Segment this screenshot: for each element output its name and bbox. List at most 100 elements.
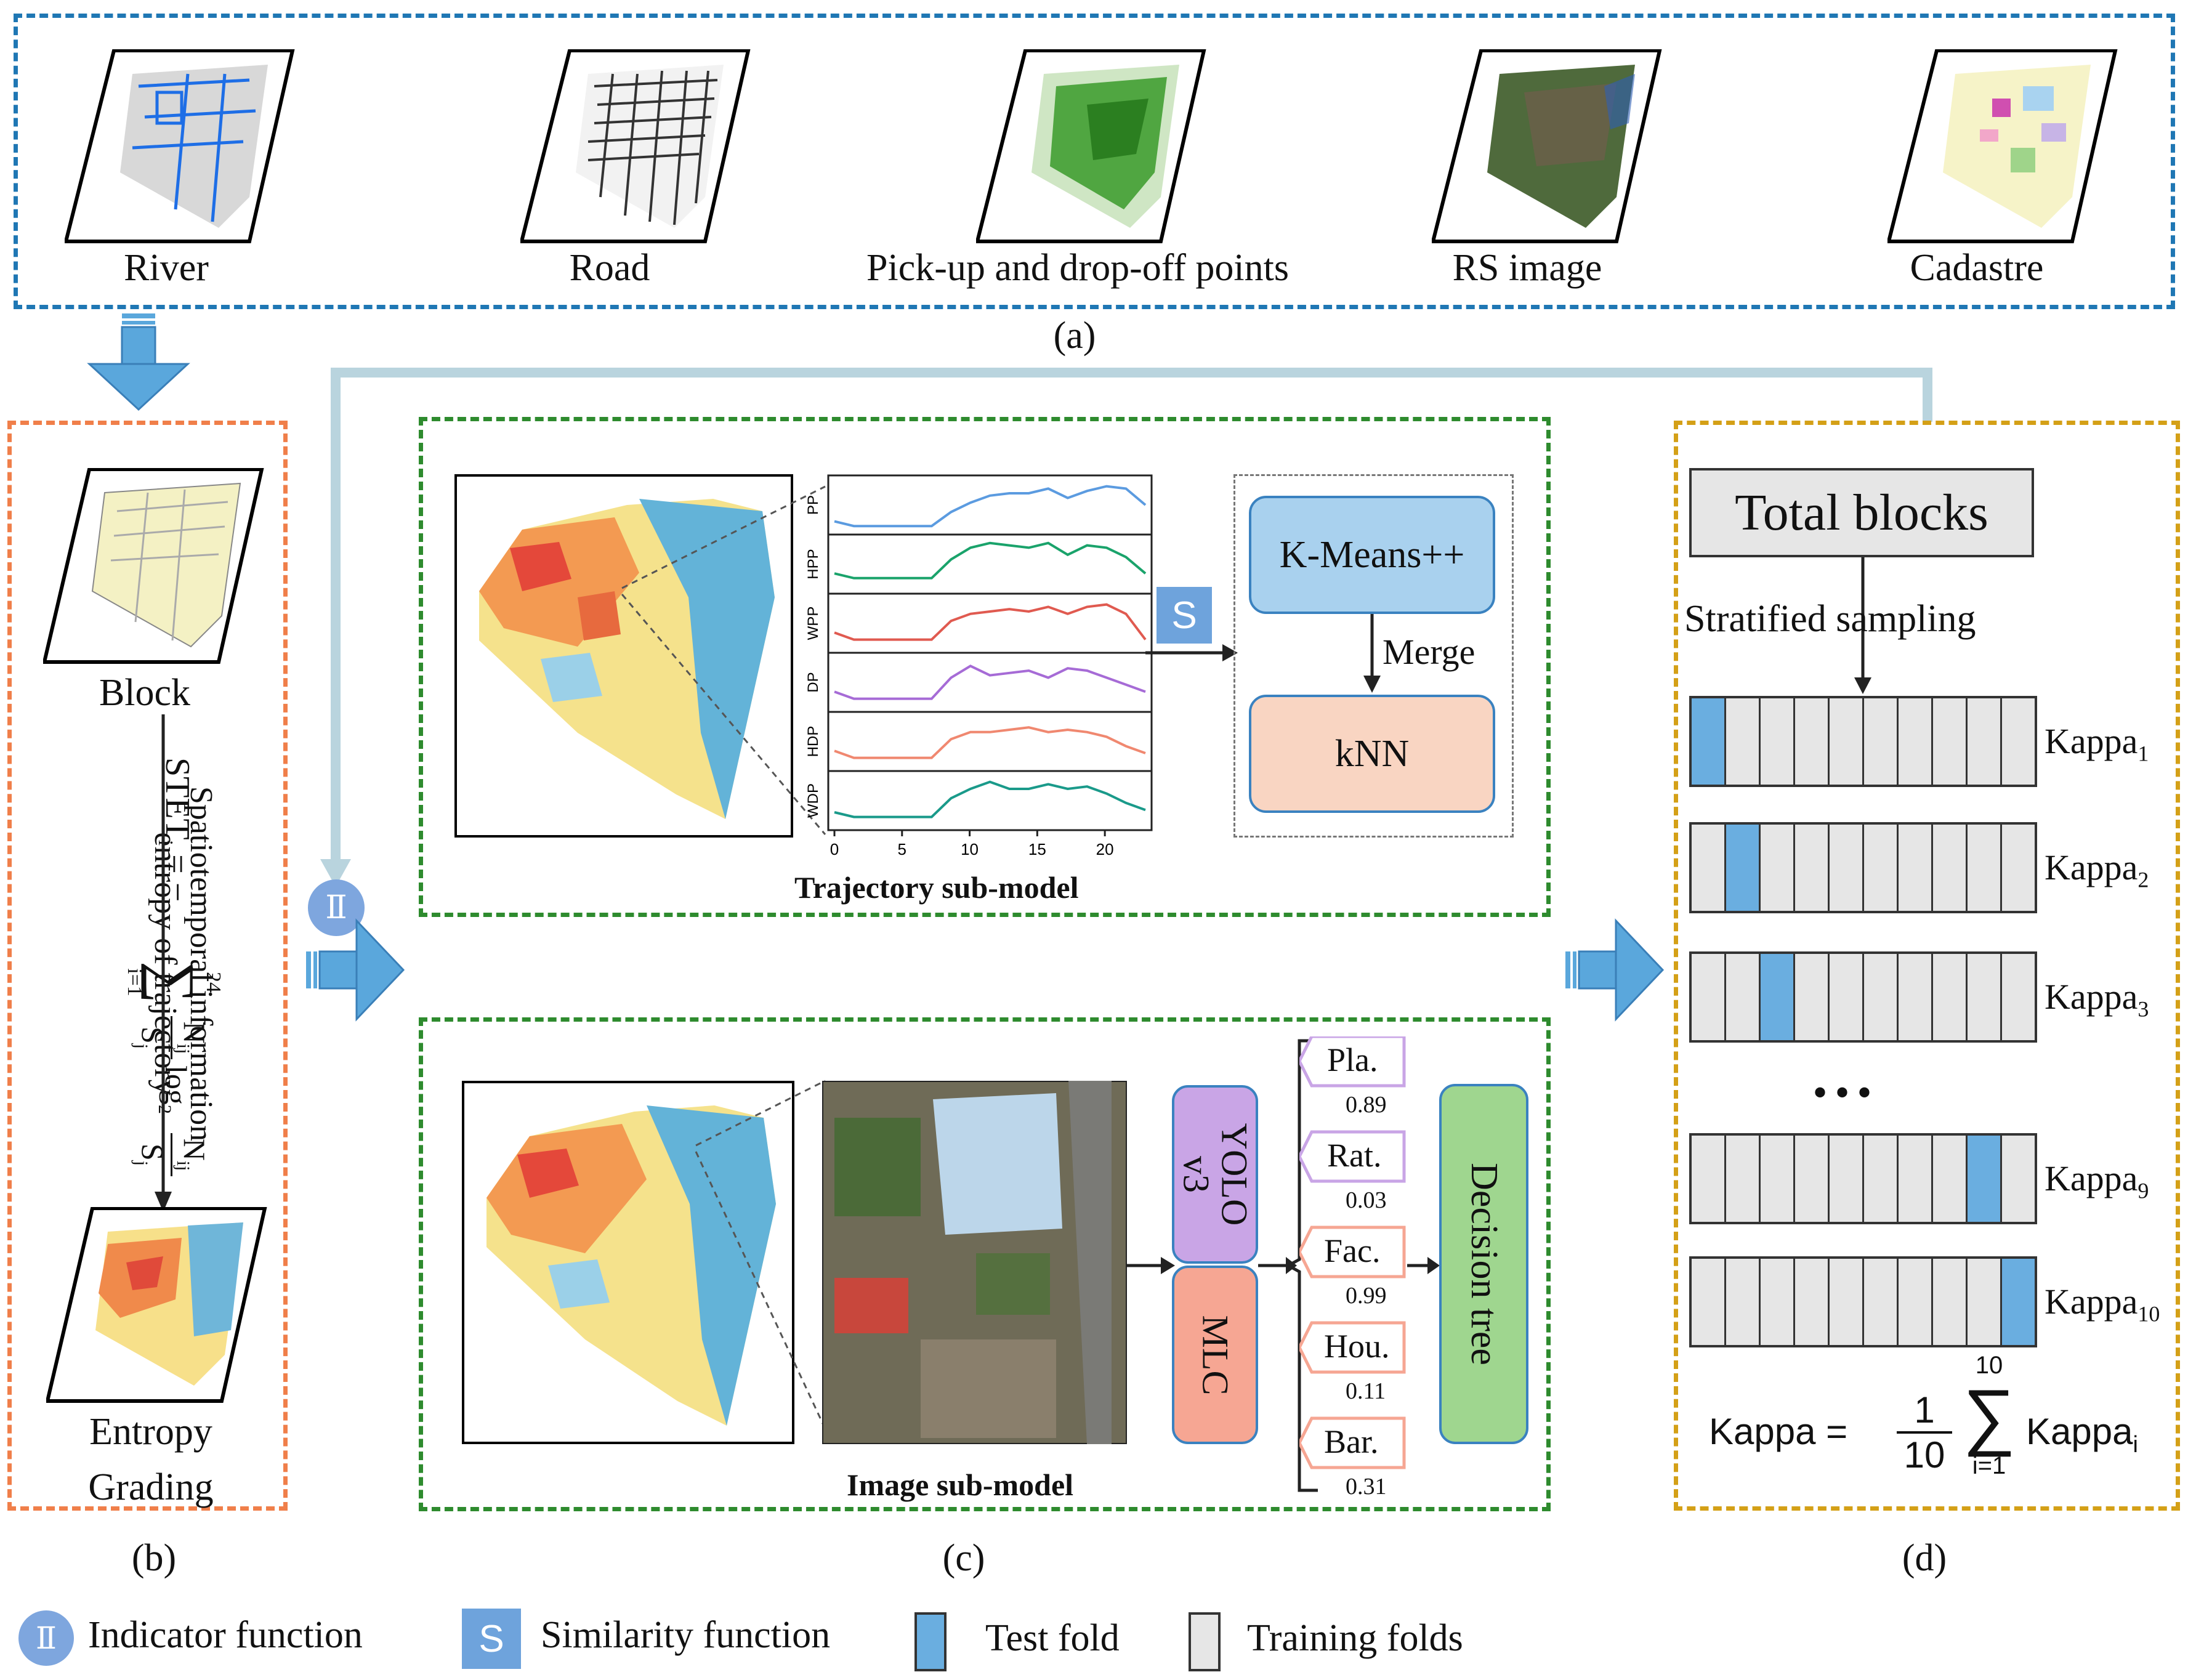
training-fold-cell — [1830, 1136, 1864, 1222]
kappa-9-text: Kappa — [2045, 1158, 2138, 1198]
training-fold-cell — [1726, 954, 1761, 1040]
image-heatmap — [462, 1081, 794, 1444]
panel-b-frame — [7, 421, 288, 1511]
feature-bar-name: Bar. — [1324, 1423, 1379, 1460]
feature-hou-name: Hou. — [1324, 1328, 1390, 1365]
kappa-2-text: Kappa — [2045, 847, 2138, 887]
road-map — [520, 49, 751, 243]
features-to-tree-arrow — [1407, 1257, 1440, 1274]
series-label: HPP — [805, 549, 822, 579]
training-fold-cell — [1899, 1136, 1933, 1222]
panel-c-caption: (c) — [942, 1537, 985, 1579]
feature-tags-bg — [1299, 1036, 1406, 1469]
trajectory-submodel-title: Trajectory sub-model — [794, 870, 1079, 905]
series-line — [834, 485, 1147, 528]
sampling-label: Stratified sampling — [1684, 598, 1976, 640]
test-fold-cell — [1692, 698, 1726, 785]
river-map — [65, 49, 295, 243]
training-fold-cell — [1864, 1259, 1899, 1345]
training-fold-cell — [1830, 954, 1864, 1040]
mlc-label: MLC — [1195, 1314, 1236, 1395]
panel-d-frame — [1674, 421, 2180, 1511]
entropy-label-2: Grading — [88, 1466, 214, 1508]
series-panel — [827, 592, 1153, 654]
mlc-box: MLC — [1172, 1266, 1258, 1444]
feature-hou-value: 0.11 — [1346, 1378, 1386, 1404]
kappa-label-3: Kappa3 — [2045, 976, 2149, 1022]
pickup-dropoff-label: Pick-up and drop-off points — [866, 247, 1289, 289]
kappa-formula-frac: 1 10 — [1897, 1389, 1952, 1476]
yolo-box: YOLO v3 — [1172, 1085, 1258, 1264]
test-fold-cell — [1726, 825, 1761, 911]
decision-tree-label: Decision tree — [1463, 1163, 1505, 1365]
feature-rat-name: Rat. — [1327, 1137, 1382, 1174]
feature-pla-value: 0.89 — [1346, 1092, 1387, 1118]
road-label: Road — [569, 247, 650, 289]
legend-test-swatch — [914, 1612, 947, 1671]
series-label: WDP — [805, 783, 822, 818]
training-fold-cell — [1692, 954, 1726, 1040]
feature-fac-name: Fac. — [1324, 1232, 1381, 1269]
series-label: PP — [805, 495, 822, 515]
training-fold-cell — [1933, 954, 1968, 1040]
training-fold-cell — [1899, 954, 1933, 1040]
total-blocks-box: Total blocks — [1689, 468, 2034, 557]
panel-b-caption: (b) — [131, 1537, 177, 1579]
stet-desc-line1: Spatiotemporal information — [184, 786, 219, 1142]
training-fold-cell — [1933, 1136, 1968, 1222]
training-fold-cell — [1864, 954, 1899, 1040]
series-label: DP — [805, 672, 822, 692]
training-fold-cell — [1864, 825, 1899, 911]
series-label: HDP — [805, 726, 822, 757]
training-fold-cell — [1968, 825, 2002, 911]
training-fold-cell — [1864, 1136, 1899, 1222]
similarity-badge: S — [1157, 587, 1212, 644]
pickup-dropoff-map — [976, 49, 1206, 243]
similarity-arrow — [1145, 644, 1238, 661]
kappa-sum-sign: ∑ — [1963, 1375, 2016, 1457]
series-label: WPP — [805, 607, 822, 640]
clustering-frame — [1233, 474, 1514, 838]
series-line — [834, 780, 1146, 818]
ellipsis: • • • — [1814, 1072, 1871, 1113]
decision-tree-box: Decision tree — [1439, 1084, 1528, 1444]
kappa-label-2: Kappa2 — [2045, 847, 2149, 893]
trajectory-heatmap — [454, 474, 793, 838]
training-fold-cell — [1726, 698, 1761, 785]
test-fold-cell — [2002, 1259, 2035, 1345]
training-fold-cell — [1726, 1259, 1761, 1345]
training-fold-cell — [1795, 1136, 1830, 1222]
rs-image-map — [1432, 49, 1662, 243]
cadastre-map — [1887, 49, 2118, 243]
feedback-line — [320, 368, 1932, 887]
feature-brace — [1287, 1039, 1318, 1492]
legend-test-label: Test fold — [985, 1617, 1120, 1659]
kappa-10-text: Kappa — [2045, 1282, 2138, 1322]
training-fold-cell — [1933, 825, 1968, 911]
series-line — [834, 541, 1147, 580]
kappa-label-1: Kappa1 — [2045, 721, 2149, 767]
series-line — [834, 664, 1146, 700]
c-to-d-arrow — [1565, 918, 1665, 1022]
feature-rat-value: 0.03 — [1346, 1187, 1387, 1213]
training-fold-cell — [1692, 825, 1726, 911]
training-fold-cell — [2002, 954, 2035, 1040]
kappa-formula-lhs: Kappa = — [1709, 1411, 1848, 1452]
series-panel — [827, 533, 1153, 595]
block-map — [43, 468, 264, 664]
training-fold-cell — [1726, 1136, 1761, 1222]
legend-indicator-badge: Ⅱ — [18, 1610, 74, 1666]
indicator-badge: Ⅱ — [308, 879, 365, 936]
training-fold-cell — [1795, 954, 1830, 1040]
kappa-9-sub: 9 — [2138, 1178, 2149, 1203]
panel-a-caption: (a) — [1053, 315, 1096, 357]
legend-similarity-label: Similarity function — [541, 1614, 831, 1656]
x-tick-label: 15 — [1028, 840, 1046, 858]
image-submodel-title: Image sub-model — [847, 1468, 1074, 1502]
legend-similarity-badge: S — [462, 1609, 521, 1669]
zoom-lines-bottom — [695, 1080, 826, 1429]
rs-image-label: RS image — [1452, 247, 1602, 289]
kappa-formula: Kappa = 1 10 10 ∑ i=1 Kappai — [1709, 1352, 2177, 1512]
satellite-image — [822, 1081, 1127, 1444]
river-label: River — [124, 247, 209, 289]
